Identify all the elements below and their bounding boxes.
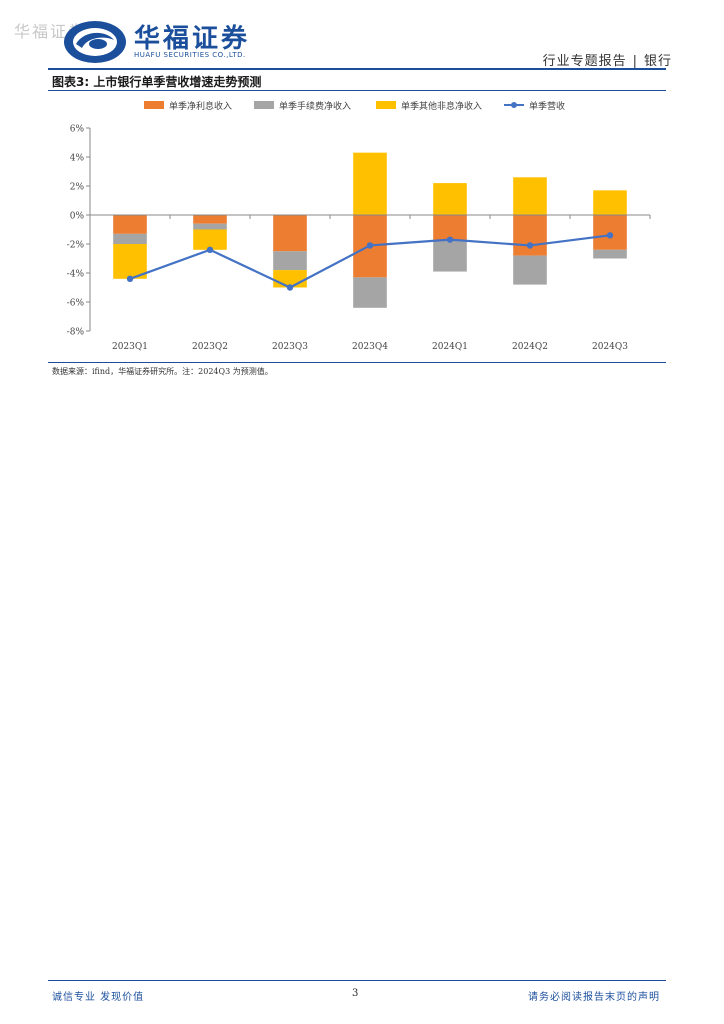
- line-series: [126, 232, 614, 291]
- report-type: 行业专题报告: [542, 54, 627, 69]
- legend-swatch: [376, 101, 396, 109]
- y-tick-label: 6%: [70, 125, 85, 135]
- header-separator: |: [632, 54, 638, 69]
- legend-swatch: [144, 101, 164, 109]
- line-point: [206, 246, 214, 253]
- y-tick-label: 4%: [70, 154, 85, 164]
- bar-segment: [433, 215, 467, 240]
- y-tick-label: -2%: [67, 241, 85, 251]
- x-tick-label: 2023Q3: [272, 342, 308, 352]
- footer-disclaimer: 请务必阅读报告末页的声明: [528, 992, 660, 1003]
- line-point: [366, 242, 374, 249]
- bar-segment: [513, 255, 547, 285]
- logo-chinese-name: 华福证券: [134, 24, 251, 54]
- x-tick-label: 2023Q1: [112, 342, 148, 352]
- page-number: 3: [352, 988, 359, 999]
- report-sector: 银行: [643, 54, 672, 69]
- bar-segment: [353, 152, 387, 215]
- chart-legend: 单季净利息收入 单季手续费净收入 单季其他非息净收入 单季营收: [144, 100, 565, 112]
- y-tick-label: -6%: [67, 299, 85, 309]
- x-tick-label: 2023Q2: [192, 342, 228, 352]
- revenue-growth-chart: 单季净利息收入 单季手续费净收入 单季其他非息净收入 单季营收 -8% -6% -4% -2…: [67, 100, 651, 352]
- bar-segment: [353, 277, 387, 308]
- header-rule: [48, 68, 666, 70]
- x-tick-label: 2023Q4: [352, 342, 388, 352]
- report-header: 行业专题报告 | 银行: [543, 50, 672, 69]
- footer-rule: [48, 980, 666, 981]
- figure-title-rule: [48, 90, 666, 91]
- x-tick-label: 2024Q1: [432, 342, 468, 352]
- bar-segment: [433, 239, 467, 272]
- bar-segment: [593, 249, 627, 259]
- source-note: 数据来源：ifind，华福证券研究所。注：2024Q3 为预测值。: [52, 367, 273, 376]
- legend-label: 单季手续费净收入: [279, 100, 351, 112]
- line-point: [286, 284, 294, 291]
- y-tick-label: -8%: [67, 328, 85, 338]
- line-point: [446, 236, 454, 243]
- bar-segment: [193, 223, 227, 230]
- bar-segment: [433, 183, 467, 215]
- bar-segment: [513, 215, 547, 256]
- source-rule: [48, 362, 666, 363]
- legend-label: 单季其他非息净收入: [401, 100, 482, 112]
- logo-swirl-icon: [64, 21, 126, 63]
- x-tick-label: 2024Q2: [512, 342, 548, 352]
- bar-segment: [193, 229, 227, 250]
- logo-english-name: HUAFU SECURITIES CO.,LTD.: [134, 51, 246, 59]
- x-tick-label: 2024Q3: [592, 342, 628, 352]
- bar-segment: [513, 177, 547, 215]
- y-tick-label: 2%: [70, 183, 85, 193]
- legend-label: 单季净利息收入: [169, 100, 232, 112]
- y-axis: -8% -6% -4% -2% 0% 2% 4% 6%: [67, 125, 91, 338]
- y-tick-label: 0%: [70, 212, 85, 222]
- line-point: [126, 275, 134, 282]
- bar-segment: [113, 244, 147, 279]
- line-point: [606, 232, 614, 239]
- bar-segment: [273, 215, 307, 252]
- y-tick-label: -4%: [67, 270, 85, 280]
- footer-slogan: 诚信专业 发现价值: [52, 992, 145, 1003]
- zero-axis: [89, 214, 651, 219]
- bar-segment: [593, 190, 627, 215]
- legend-label: 单季营收: [529, 100, 565, 112]
- bar-segment: [193, 215, 227, 224]
- bar-segment: [113, 233, 147, 244]
- legend-line-dot: [511, 102, 517, 108]
- bar-segment: [273, 251, 307, 271]
- bar-series: [113, 152, 627, 308]
- figure-title: 图表3: 上市银行单季营收增速走势预测: [52, 75, 262, 89]
- line-point: [526, 242, 534, 249]
- legend-swatch: [254, 101, 274, 109]
- x-axis: 2023Q1 2023Q2 2023Q3 2023Q4 2024Q1 2024Q2 2024…: [112, 342, 628, 352]
- bar-segment: [113, 215, 147, 234]
- company-logo: 华福证券 HUAFU SECURITIES CO.,LTD.: [62, 18, 267, 68]
